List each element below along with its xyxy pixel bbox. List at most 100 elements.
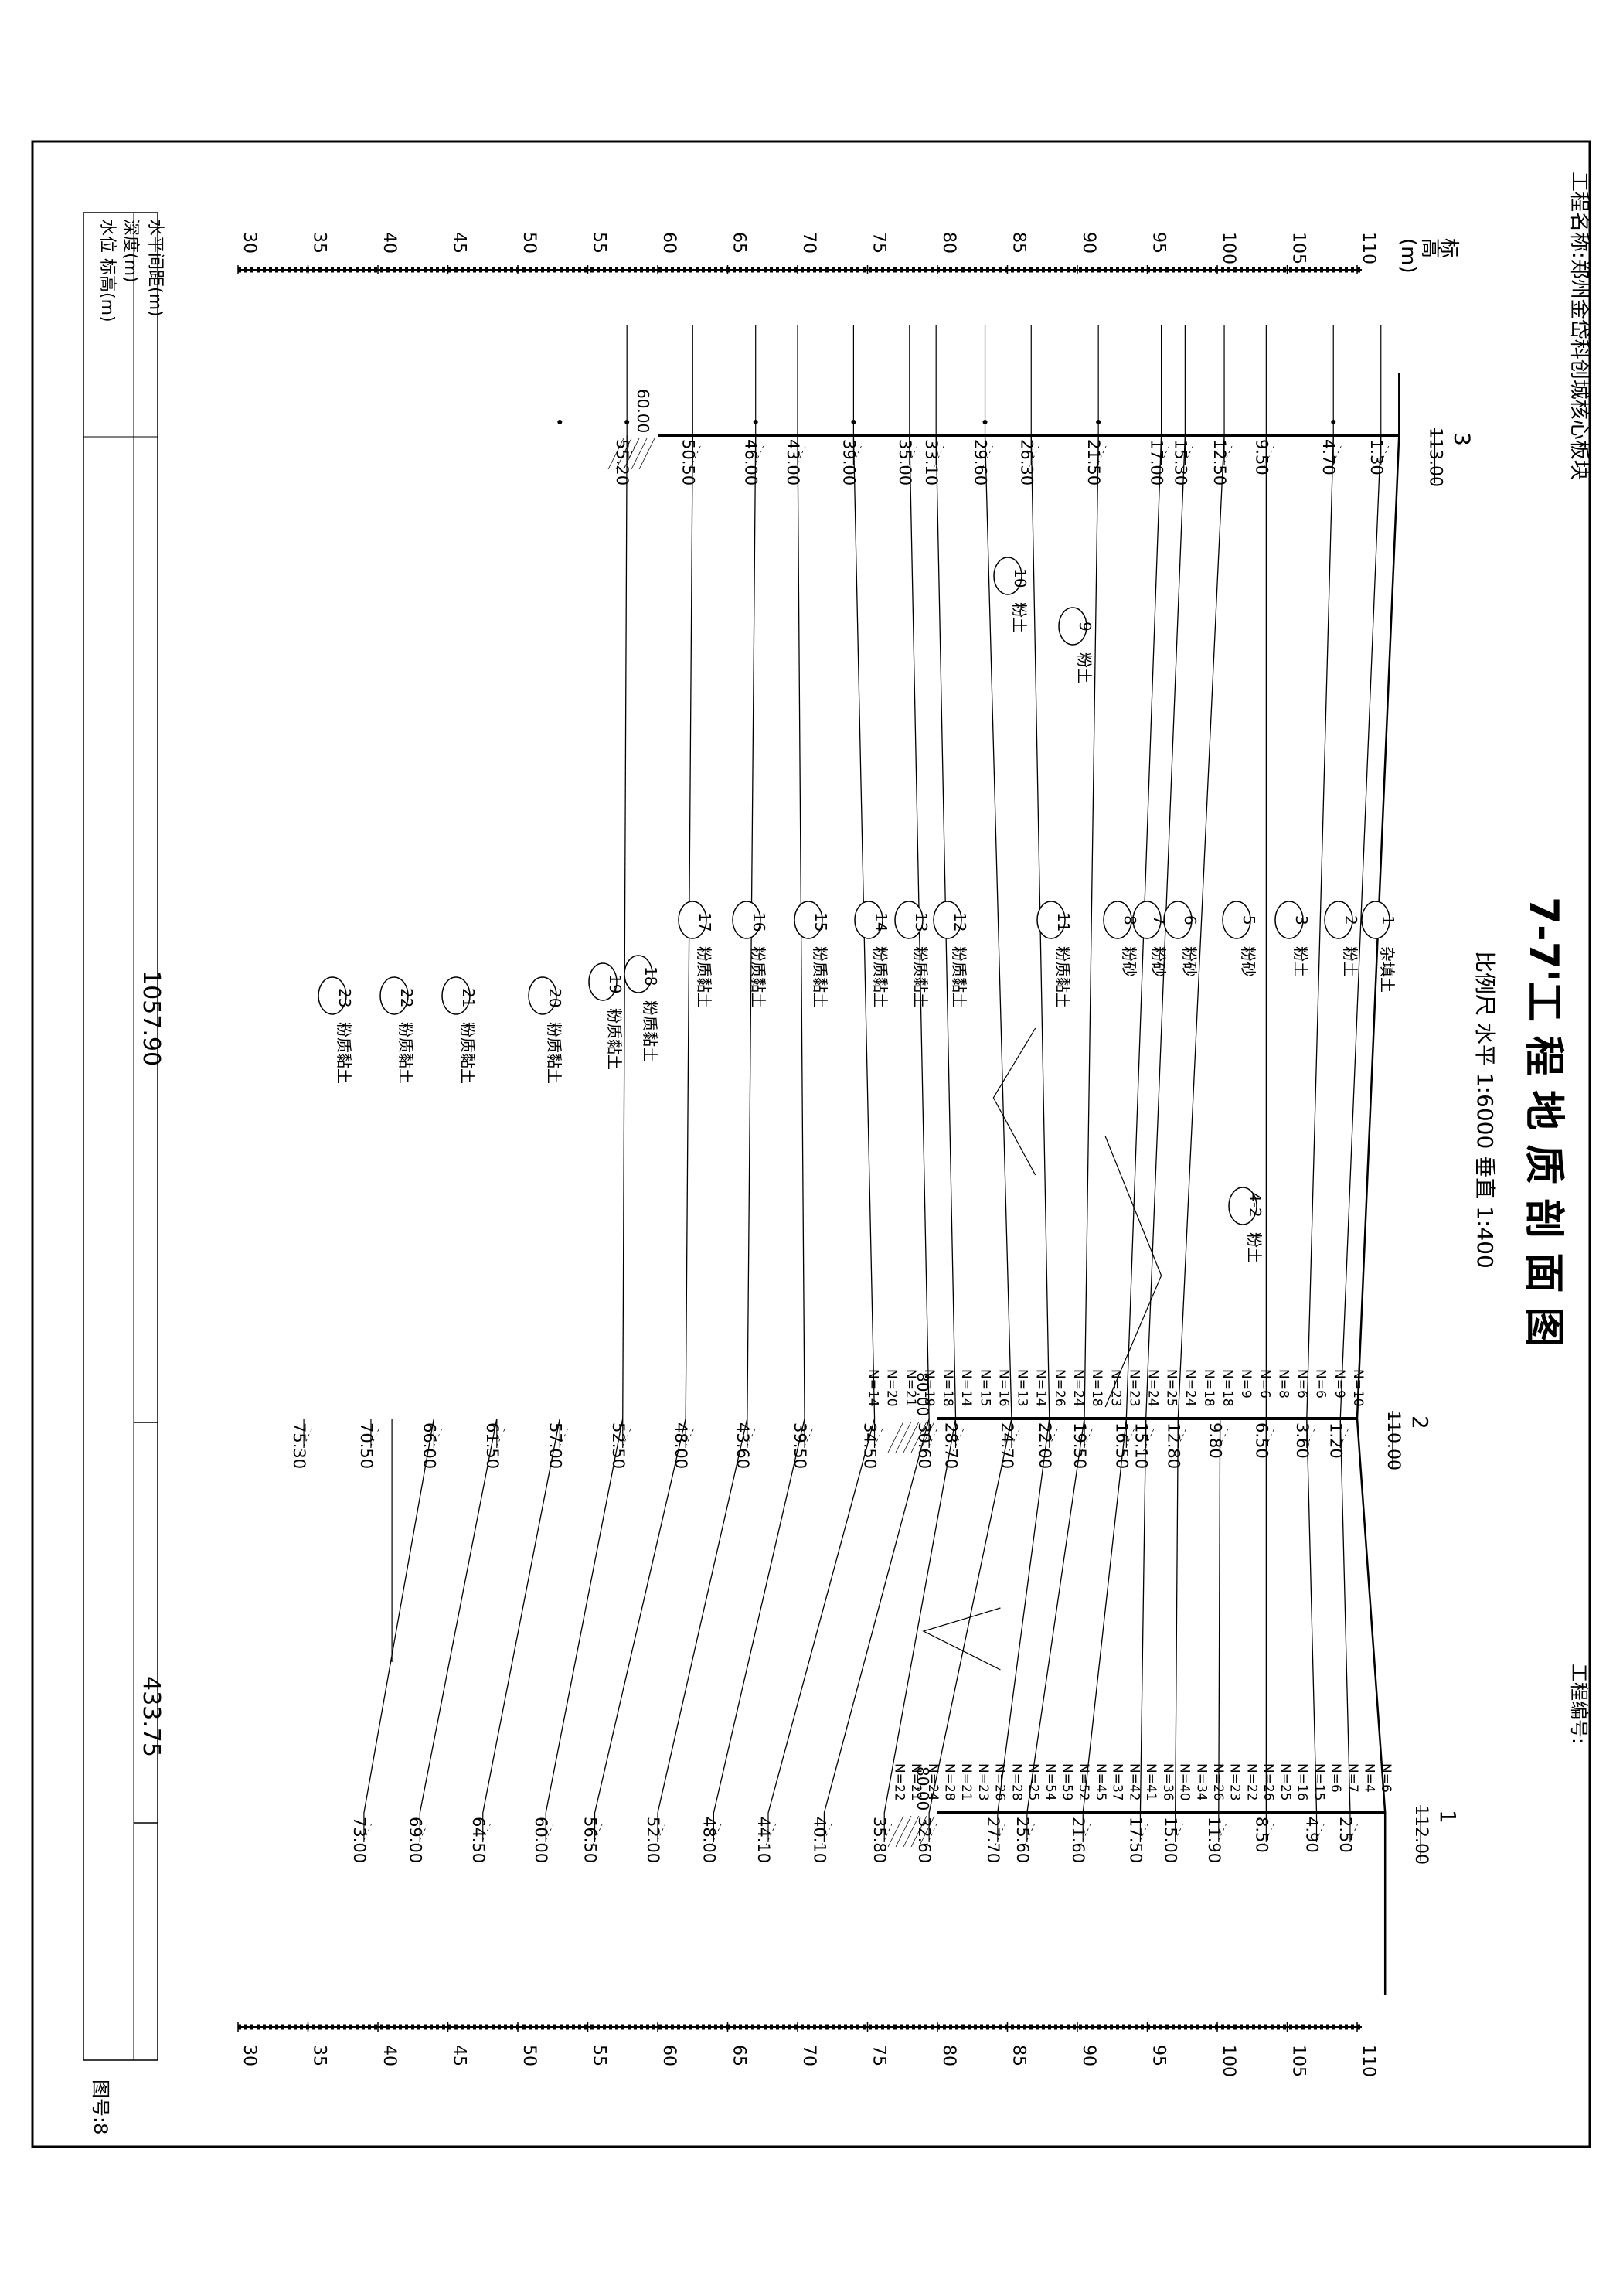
bottom-hatch-line <box>615 438 632 470</box>
soil-hatch <box>591 1823 603 1848</box>
elevation-tick-label: 50 <box>519 2045 539 2066</box>
layer-depth-label: 12.50 <box>1210 439 1229 485</box>
spt-n-value: N=24 <box>1145 1369 1161 1407</box>
layer-soil-name: 粉质黏土 <box>911 946 930 1008</box>
layer-depth-label: 73.00 <box>350 1817 369 1863</box>
layer-number: 22 <box>397 988 416 1007</box>
layer-depth-label: 30.60 <box>915 1422 934 1469</box>
soil-hatch <box>1080 1429 1093 1453</box>
lens-boundary <box>992 1027 1036 1176</box>
layer-number: 14 <box>872 912 890 932</box>
layer-depth-label: 70.50 <box>357 1422 376 1469</box>
layer-depth-label: 69.00 <box>406 1817 424 1863</box>
layer-soil-name: 粉质黏土 <box>871 946 890 1008</box>
stratum-boundary <box>713 1418 805 1814</box>
spt-n-value: N=25 <box>1164 1369 1179 1407</box>
layer-number-circle <box>1361 901 1390 939</box>
spt-n-value: N=9 <box>1332 1369 1347 1398</box>
layer-depth-label: 8.50 <box>1252 1817 1271 1853</box>
spt-n-value: N=22 <box>1244 1763 1259 1801</box>
layer-label-3: 3 粉土 <box>1274 901 1311 977</box>
elevation-scale-right: 110 105 100 95 90 85 80 75 70 65 60 55 50 45 40 35 30 <box>237 2022 1378 2077</box>
spt-n-value: N=22 <box>891 1763 907 1801</box>
layer-depth-label: 39.00 <box>839 439 858 485</box>
stratum-boundary <box>1026 1418 1085 1814</box>
spt-n-value: N=6 <box>1295 1369 1310 1398</box>
layer-number-circle <box>678 901 707 939</box>
sample-point-marker <box>982 420 988 424</box>
layer-number-circle <box>993 557 1022 595</box>
spt-n-value: N=19 <box>921 1369 937 1407</box>
spt-n-value: N=23 <box>1227 1763 1243 1801</box>
spt-n-value: N=21 <box>958 1763 974 1801</box>
layer-depth-label: 1.20 <box>1326 1422 1345 1459</box>
layer-depth-label: 4.70 <box>1319 439 1338 475</box>
stratum-boundary <box>1175 1418 1179 1814</box>
layer-number: 15 <box>812 912 830 932</box>
layer-depth-label: 17.00 <box>1148 439 1166 485</box>
soil-hatch <box>925 1823 937 1848</box>
elevation-tick-label: 35 <box>310 2045 329 2066</box>
bottom-hatch-line <box>918 1421 935 1453</box>
soil-hatch <box>952 1429 964 1453</box>
soil-hatch <box>821 1823 832 1848</box>
spt-n-value: N=45 <box>1093 1763 1108 1801</box>
spt-n-value: N=18 <box>940 1369 955 1407</box>
spt-n-value: N=13 <box>1015 1369 1030 1407</box>
layer-number: 9 <box>1076 622 1094 632</box>
boreholes: 3113.001.304.709.5012.5015.3017.0021.502… <box>290 373 1475 1995</box>
spt-n-value: N=6 <box>1313 1369 1329 1398</box>
sample-point-marker <box>851 420 856 424</box>
layer-number: 8 <box>1121 915 1139 925</box>
elevation-tick-label: 45 <box>450 2045 469 2066</box>
spt-n-value: N=6 <box>1378 1763 1393 1793</box>
spt-n-value: N=26 <box>1261 1763 1276 1801</box>
soil-hatch <box>1216 1429 1228 1453</box>
layer-depth-label: 48.00 <box>672 1422 690 1469</box>
borehole-id: 3 <box>1449 432 1475 446</box>
layer-depth-label: 3.60 <box>1293 1422 1312 1459</box>
layer-number: 17 <box>696 912 714 932</box>
layer-number-circle <box>528 976 557 1015</box>
soil-hatch <box>1174 1429 1186 1453</box>
soil-hatch <box>416 1823 428 1848</box>
layer-depth-label: 52.00 <box>644 1817 662 1863</box>
spt-n-value: N=18 <box>1089 1369 1104 1407</box>
spt-n-value: N=15 <box>1311 1763 1326 1801</box>
soil-hatch <box>1008 1429 1020 1453</box>
elevation-unit-label-part: (m) <box>1397 238 1420 274</box>
layer-depth-label: 2.50 <box>1336 1817 1355 1853</box>
stratum-boundary <box>1306 434 1334 1419</box>
elevation-tick-label: 70 <box>799 232 818 254</box>
soil-hatch <box>1220 445 1233 470</box>
sample-point-marker <box>624 420 630 424</box>
spt-n-value: N=20 <box>884 1369 900 1407</box>
layer-depth-label: 52.50 <box>609 1422 628 1469</box>
spacing-value-1: 1057.90 <box>138 970 165 1066</box>
elevation-tick-label: 85 <box>1009 232 1029 254</box>
elevation-tick-label: 40 <box>379 2045 399 2066</box>
stratum-boundary <box>984 434 1012 1419</box>
layer-depth-label: 21.60 <box>1069 1817 1087 1863</box>
stratum-boundary <box>622 434 628 1419</box>
layer-label-2: 2 粉土 <box>1324 901 1360 977</box>
strata-lines <box>363 325 1382 1814</box>
layer-number: 20 <box>546 988 564 1007</box>
elevation-tick-label: 60 <box>659 2045 679 2066</box>
layer-number-circle <box>732 901 761 939</box>
spt-n-value: N=28 <box>941 1763 957 1801</box>
layer-depth-label: 4.90 <box>1303 1817 1322 1853</box>
stratum-boundary <box>1139 1418 1147 1814</box>
spt-n-value: N=59 <box>1060 1763 1075 1801</box>
spt-n-value: N=54 <box>1043 1763 1058 1801</box>
info-table: 水平间距(m) 深度(m) 水位 标高(m) 1057.90 433.75 <box>83 212 165 2061</box>
layer-label-13: 13 粉质黏土 <box>894 901 931 1008</box>
layer-number-circle <box>894 901 924 939</box>
layer-depth-label: 56.50 <box>581 1817 600 1863</box>
layer-depth-label: 44.10 <box>754 1817 773 1863</box>
elevation-tick-label: 95 <box>1149 232 1169 254</box>
borehole-bottom-elevation: 60.00 <box>634 389 652 433</box>
layer-depth-label: 60.00 <box>532 1817 550 1863</box>
layer-depth-label: 15.30 <box>1171 439 1189 485</box>
